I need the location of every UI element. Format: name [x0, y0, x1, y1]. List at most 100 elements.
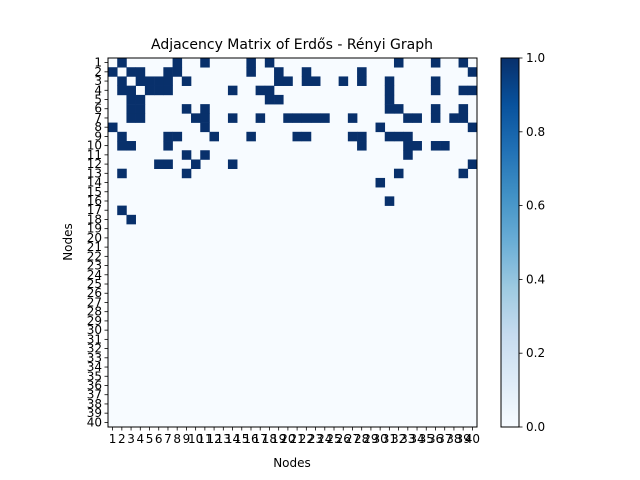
- heatmap-cell: [172, 131, 183, 142]
- y-axis-ticks: 1234567891011121314151617181920212223242…: [87, 56, 108, 429]
- y-tick-label: 31: [87, 332, 102, 346]
- heatmap-cell: [357, 141, 367, 151]
- x-tick-label: 1: [109, 432, 117, 446]
- heatmap-cell: [467, 159, 478, 169]
- heatmap-cell: [403, 150, 413, 160]
- heatmap-cell: [181, 150, 192, 160]
- heatmap-cell: [412, 141, 422, 151]
- y-tick-label: 26: [87, 286, 102, 300]
- y-tick-label: 3: [94, 74, 102, 88]
- heatmap-cell: [144, 85, 155, 96]
- heatmap-cell: [135, 76, 146, 86]
- x-tick-label: 21: [289, 432, 304, 446]
- heatmap-cell: [154, 76, 164, 86]
- heatmap-cell: [135, 67, 146, 77]
- heatmap-cell: [227, 113, 238, 123]
- x-tick-label: 28: [354, 432, 369, 446]
- x-tick-label: 37: [437, 432, 452, 446]
- heatmap-cell: [357, 76, 367, 86]
- x-axis-label: Nodes: [273, 456, 311, 470]
- y-tick-label: 38: [87, 397, 102, 411]
- y-tick-label: 34: [87, 360, 102, 374]
- heatmap-cell: [227, 85, 238, 96]
- x-tick-label: 31: [382, 432, 397, 446]
- heatmap-cell: [393, 131, 404, 142]
- heatmap-cell: [135, 104, 146, 114]
- heatmap-cell: [246, 67, 256, 77]
- y-tick-label: 2: [94, 65, 102, 79]
- y-tick-label: 15: [87, 185, 102, 199]
- heatmap-cell: [301, 67, 312, 77]
- heatmap-cell: [163, 131, 173, 142]
- y-tick-label: 10: [87, 139, 102, 153]
- x-tick-label: 10: [188, 432, 203, 446]
- y-tick-label: 9: [94, 129, 102, 143]
- y-tick-label: 13: [87, 166, 102, 180]
- heatmap-cell: [126, 104, 136, 114]
- heatmap-cell: [191, 113, 201, 123]
- colorbar-tick-label: 0.2: [526, 346, 545, 360]
- heatmap-cell: [117, 168, 127, 179]
- x-tick-label: 24: [317, 432, 332, 446]
- heatmap-cell: [117, 141, 127, 151]
- heatmap-cell: [384, 104, 395, 114]
- y-tick-label: 6: [94, 102, 102, 116]
- heatmap-cell: [126, 214, 136, 225]
- heatmap-cell: [126, 113, 136, 123]
- y-tick-label: 19: [87, 222, 102, 236]
- x-tick-label: 32: [391, 432, 406, 446]
- heatmap-cell: [200, 113, 210, 123]
- heatmap-cell: [430, 85, 441, 96]
- y-tick-label: 30: [87, 323, 102, 337]
- heatmap-cell: [108, 122, 118, 133]
- x-tick-label: 11: [197, 432, 212, 446]
- y-tick-label: 5: [94, 93, 102, 107]
- heatmap-cell: [264, 85, 275, 96]
- x-tick-label: 5: [146, 432, 154, 446]
- x-tick-label: 35: [419, 432, 434, 446]
- heatmap-cell: [338, 76, 349, 86]
- heatmap-cell: [172, 58, 183, 68]
- heatmap-cell: [357, 131, 367, 142]
- heatmap-cell: [209, 131, 219, 142]
- heatmap-cell: [126, 141, 136, 151]
- heatmap-cell: [154, 159, 164, 169]
- heatmap-cell: [163, 67, 173, 77]
- heatmap-cell: [458, 104, 469, 114]
- x-tick-label: 38: [446, 432, 461, 446]
- x-tick-label: 16: [243, 432, 258, 446]
- y-tick-label: 39: [87, 406, 102, 420]
- x-tick-label: 9: [183, 432, 191, 446]
- heatmap-cell: [384, 76, 395, 86]
- heatmap-cell: [181, 168, 192, 179]
- x-tick-label: 8: [173, 432, 181, 446]
- heatmap-cell: [449, 113, 459, 123]
- x-tick-label: 22: [299, 432, 314, 446]
- heatmap-cell: [227, 159, 238, 169]
- heatmap-cell: [440, 141, 450, 151]
- heatmap-cell: [172, 67, 183, 77]
- heatmap-cell: [458, 168, 469, 179]
- heatmap-cell: [393, 104, 404, 114]
- heatmap-cell: [117, 205, 127, 216]
- y-tick-label: 37: [87, 388, 102, 402]
- x-tick-label: 29: [363, 432, 378, 446]
- heatmap-cell: [403, 131, 413, 142]
- x-tick-label: 39: [456, 432, 471, 446]
- x-tick-label: 36: [428, 432, 443, 446]
- chart-title: Adjacency Matrix of Erdős - Rényi Graph: [151, 37, 433, 53]
- heatmap-cell: [108, 67, 118, 77]
- x-tick-label: 25: [326, 432, 341, 446]
- colorbar-tick-label: 0.0: [526, 420, 545, 434]
- y-tick-label: 12: [87, 157, 102, 171]
- heatmap-cell: [163, 141, 173, 151]
- y-tick-label: 22: [87, 249, 102, 263]
- x-tick-label: 4: [136, 432, 144, 446]
- y-tick-label: 23: [87, 259, 102, 273]
- heatmap-cell: [467, 122, 478, 133]
- heatmap-cell: [135, 113, 146, 123]
- heatmap-cell: [264, 58, 275, 68]
- heatmap-cell: [292, 113, 303, 123]
- heatmap-cell: [246, 58, 256, 68]
- heatmap-cell: [467, 67, 478, 77]
